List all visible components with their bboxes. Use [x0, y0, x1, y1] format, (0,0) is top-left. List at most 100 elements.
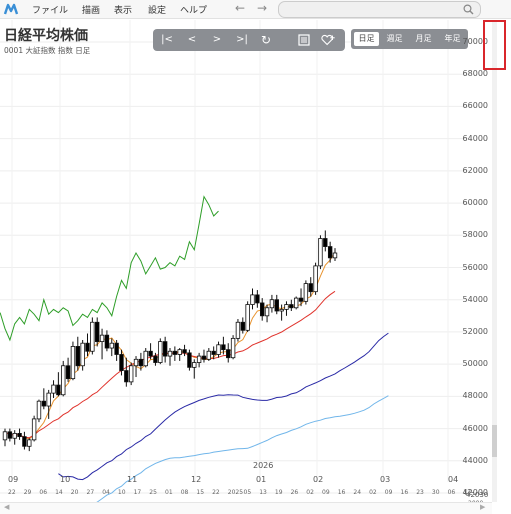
y-tick-label: 54000	[462, 294, 488, 304]
x-day-label: 04	[102, 489, 110, 496]
candle-body	[17, 433, 22, 438]
candle-body	[308, 283, 313, 293]
x-month-label: 09	[8, 475, 19, 484]
chart-toolbar: |< < > >| ↻	[153, 29, 345, 51]
scroll-right-icon[interactable]: ▶	[480, 503, 486, 511]
candle-body	[313, 265, 318, 293]
period-yearly[interactable]: 年足	[444, 34, 461, 43]
y-tick-label: 42000	[462, 488, 488, 497]
candle-body	[226, 349, 231, 359]
y-tick-label: 56000	[462, 262, 488, 272]
x-day-label: 16	[337, 489, 346, 496]
back-arrow-icon[interactable]: ←	[235, 1, 246, 15]
candle-body	[2, 431, 8, 441]
year-label: 2026	[253, 461, 274, 470]
scroll-left-icon[interactable]: ◀	[4, 503, 10, 511]
x-day-label: 24	[353, 489, 362, 496]
list-icon[interactable]	[296, 33, 312, 47]
menu-settings[interactable]: 設定	[148, 6, 167, 16]
y-tick-label: 44000	[462, 455, 488, 465]
app-logo-icon	[3, 3, 19, 15]
x-month-label: 04	[448, 475, 459, 484]
x-month-label: 01	[256, 475, 267, 484]
candle-body	[12, 433, 17, 439]
candle-body	[167, 350, 173, 357]
candle-body	[177, 349, 182, 355]
instrument-subtitle: 0001 大証指数 指数 日足	[4, 46, 91, 55]
y-tick-label: 64000	[462, 133, 488, 143]
x-day-label: 23	[416, 489, 424, 496]
price-readout: 42030	[466, 491, 489, 499]
candle-body	[192, 362, 197, 368]
period-daily[interactable]: 日足	[354, 32, 379, 46]
menu-help[interactable]: ヘルプ	[180, 6, 208, 16]
candle-body	[182, 349, 187, 354]
forward-arrow-icon[interactable]: →	[257, 1, 268, 15]
x-day-label: 02	[306, 489, 314, 496]
candle-body	[327, 246, 333, 259]
candle-body	[318, 238, 323, 267]
candle-body	[201, 355, 207, 360]
candle-body	[293, 297, 299, 309]
candle-body	[95, 321, 100, 342]
x-day-label: 2025	[227, 489, 244, 496]
period-monthly[interactable]: 月足	[415, 34, 432, 43]
x-day-label: 13	[463, 489, 471, 496]
candle-body	[143, 350, 148, 367]
candle-body	[264, 307, 270, 317]
scrollbar-thumb[interactable]	[492, 425, 497, 457]
candle-body	[46, 392, 51, 407]
menu-file[interactable]: ファイル	[32, 6, 69, 16]
x-month-label: 11	[127, 475, 138, 484]
candle-body	[274, 299, 279, 312]
last-button[interactable]: >|	[236, 34, 248, 45]
candle-body	[61, 365, 66, 396]
x-day-label: 30	[431, 489, 440, 496]
x-day-label: 17	[133, 489, 142, 496]
x-month-label: 12	[191, 475, 202, 484]
x-day-label: 25	[149, 489, 157, 496]
x-month-label: 10	[60, 475, 71, 484]
first-button[interactable]: |<	[161, 34, 173, 45]
candle-body	[51, 384, 56, 394]
x-day-label: 22	[8, 489, 16, 496]
candle-body	[65, 365, 71, 380]
x-day-label: 13	[259, 489, 267, 496]
vertical-scrollbar[interactable]	[492, 20, 497, 502]
candle-body	[124, 370, 129, 383]
candle-body	[289, 304, 294, 309]
x-day-label: 06	[447, 489, 456, 496]
page-title: 日経平均株価	[4, 28, 88, 44]
bottom-scroll-bar[interactable]: ◀ ▶	[0, 502, 492, 514]
next-button[interactable]: >	[212, 34, 222, 45]
candle-body	[303, 283, 309, 302]
search-input[interactable]	[278, 1, 481, 18]
candle-body	[211, 350, 216, 355]
y-tick-label: 62000	[462, 165, 488, 175]
candle-body	[128, 365, 134, 383]
menu-view[interactable]: 表示	[114, 6, 133, 16]
y-tick-label: 46000	[462, 423, 488, 433]
candle-body	[260, 302, 265, 317]
candle-body	[75, 346, 80, 367]
x-day-label: 26	[290, 489, 299, 496]
candle-body	[221, 344, 226, 351]
period-weekly[interactable]: 週足	[386, 34, 403, 43]
candle-body	[172, 350, 178, 355]
search-icon[interactable]	[463, 4, 474, 15]
candle-body	[7, 431, 13, 439]
heart-plus-icon[interactable]	[320, 33, 336, 47]
candle-body	[90, 321, 95, 352]
candle-body	[80, 342, 85, 367]
price-chart[interactable]	[0, 20, 492, 502]
candle-body	[109, 342, 114, 349]
candle-body	[255, 294, 260, 304]
x-day-label: 15	[196, 489, 205, 496]
candle-body	[85, 342, 90, 352]
prev-button[interactable]: <	[187, 34, 197, 45]
x-month-label: 03	[380, 475, 391, 484]
menu-draw[interactable]: 描画	[82, 6, 101, 16]
x-day-label: 16	[400, 489, 409, 496]
candle-body	[245, 304, 250, 331]
refresh-button[interactable]: ↻	[260, 33, 272, 47]
